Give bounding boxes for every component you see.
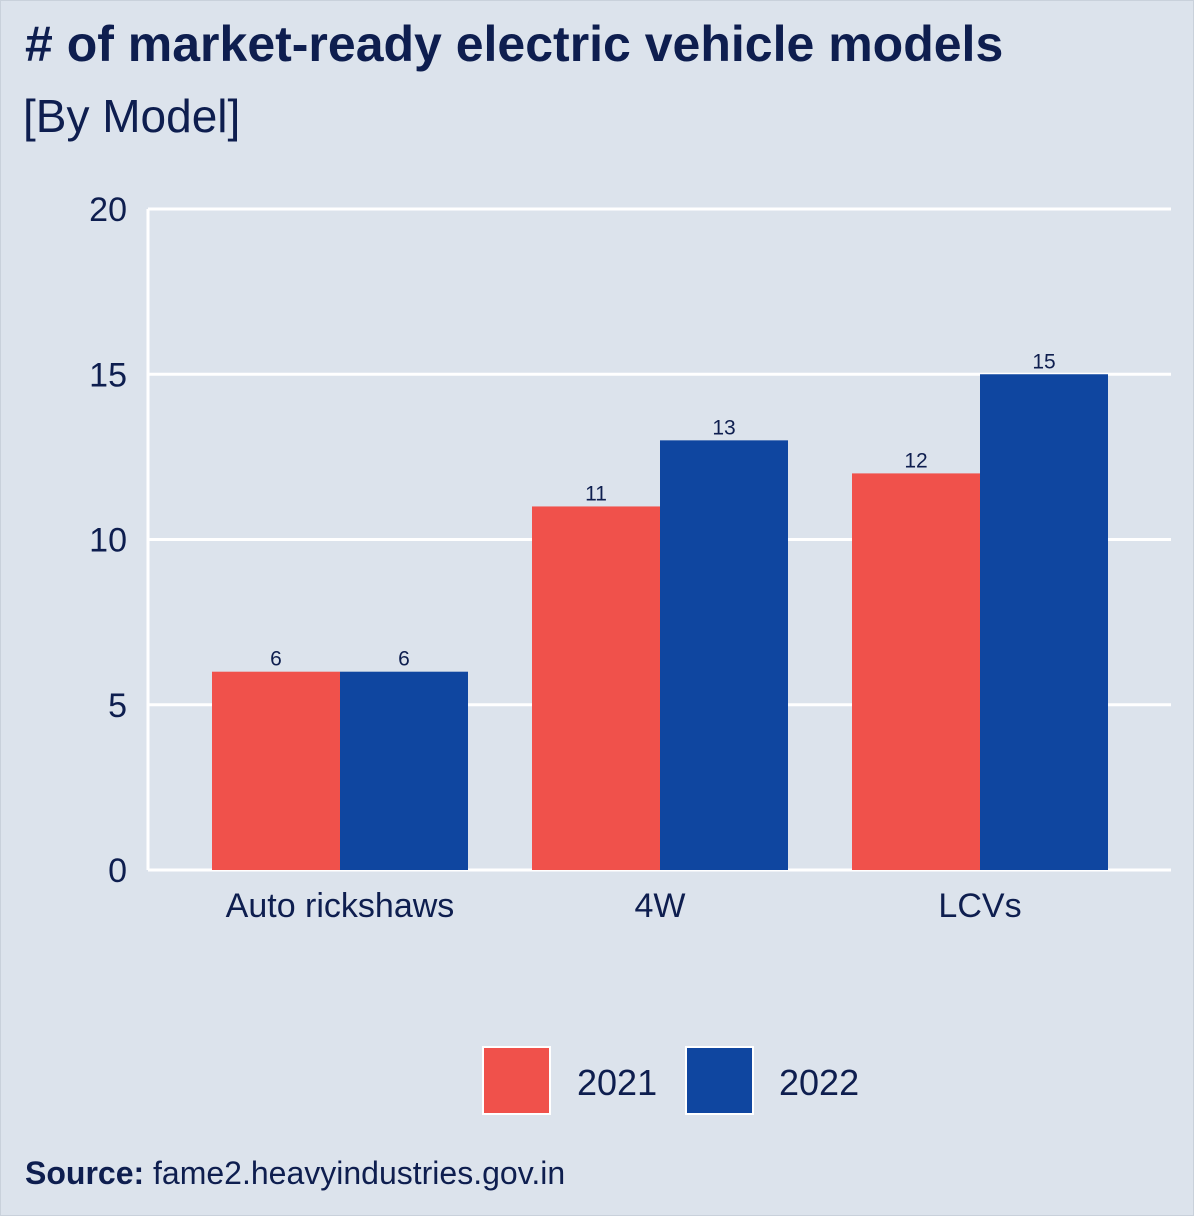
source-note: Source: fame2.heavyindustries.gov.in xyxy=(25,1155,565,1192)
bar xyxy=(852,473,980,870)
chart-title: # of market-ready electric vehicle model… xyxy=(25,16,1004,72)
data-label: 12 xyxy=(904,449,927,472)
y-tick-label: 20 xyxy=(89,191,127,229)
bar xyxy=(660,440,788,870)
y-tick-label: 10 xyxy=(89,522,127,560)
legend-swatch xyxy=(482,1046,551,1115)
bars xyxy=(212,374,1108,870)
data-labels: 6 6 11 13 12 15 xyxy=(270,350,1056,670)
data-label: 15 xyxy=(1032,350,1055,373)
data-label: 11 xyxy=(585,482,607,505)
bar xyxy=(532,506,660,870)
y-tick-label: 0 xyxy=(108,852,127,890)
data-label: 13 xyxy=(712,416,735,439)
bar xyxy=(212,671,340,870)
x-tick-label: LCVs xyxy=(938,887,1021,925)
data-label: 6 xyxy=(270,648,282,671)
y-axis-ticks: 0 5 10 15 20 xyxy=(89,191,127,890)
legend-label: 2021 xyxy=(577,1062,657,1103)
y-tick-label: 5 xyxy=(108,687,127,725)
bar xyxy=(340,671,468,870)
legend: 2021 2022 xyxy=(482,1046,859,1115)
legend-swatch xyxy=(685,1046,754,1115)
data-label: 6 xyxy=(398,648,410,671)
y-tick-label: 15 xyxy=(89,356,127,394)
bar xyxy=(980,374,1108,870)
x-tick-label: Auto rickshaws xyxy=(226,887,455,925)
source-label: Source: xyxy=(25,1155,145,1191)
chart-subtitle: [By Model] xyxy=(23,90,241,142)
x-tick-label: 4W xyxy=(635,887,686,925)
legend-label: 2022 xyxy=(779,1062,859,1103)
bar-chart: 0 5 10 15 20 6 6 11 13 12 15 Auto rickshaws 4W LCVs… xyxy=(89,191,1171,1115)
x-axis-ticks: Auto rickshaws 4W LCVs xyxy=(226,887,1022,925)
source-text: fame2.heavyindustries.gov.in xyxy=(153,1155,566,1191)
